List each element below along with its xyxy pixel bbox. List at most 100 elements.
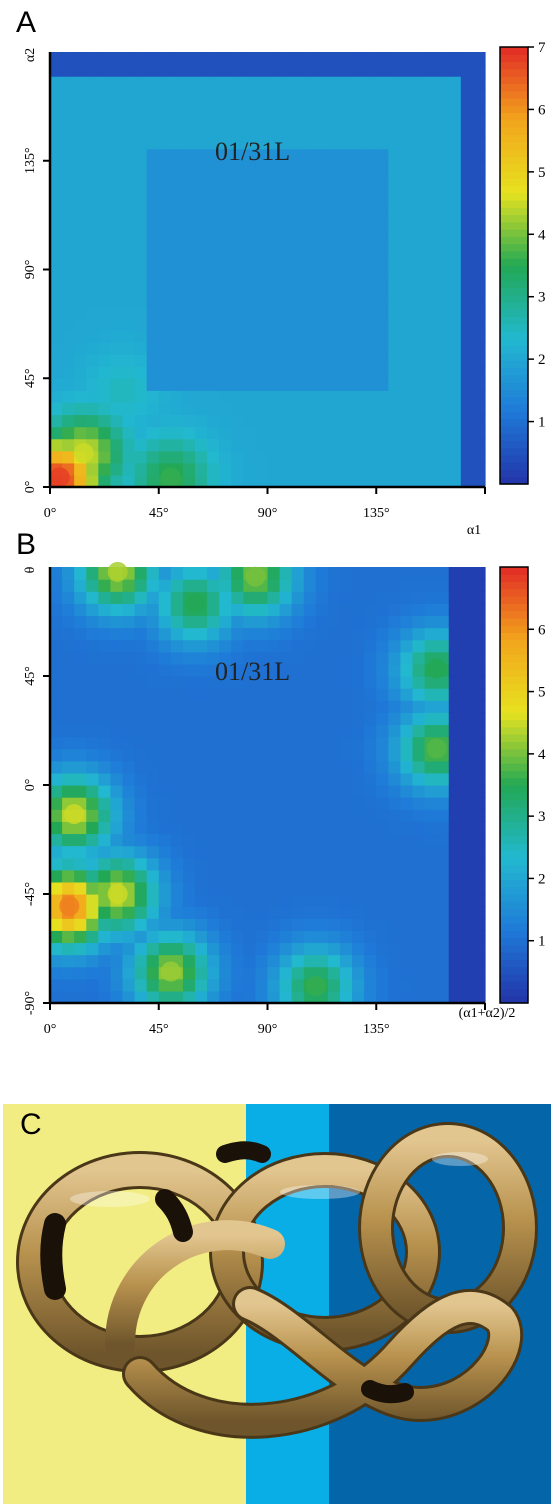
heatmap-cell: [412, 567, 426, 580]
heatmap-cell: [279, 651, 293, 665]
heatmap-cell: [50, 148, 63, 162]
heatmap-cell: [400, 760, 414, 774]
heatmap-cell: [98, 797, 112, 810]
heatmap-cell: [74, 52, 87, 65]
heatmap-cell: [74, 124, 87, 138]
heatmap-cell: [50, 567, 63, 580]
heatmap-cell: [207, 724, 220, 738]
heatmap-cell: [50, 627, 63, 641]
heatmap-cell: [219, 990, 232, 1004]
heatmap-cell: [170, 245, 184, 259]
colorbar-segment: [500, 937, 528, 946]
heatmap-cell: [424, 88, 438, 101]
heatmap-cell: [315, 639, 329, 653]
heatmap-cell: [243, 221, 257, 234]
heatmap-cell: [195, 342, 208, 355]
heatmap-cell: [388, 233, 402, 246]
heatmap-cell: [62, 136, 75, 150]
heatmap-cell: [122, 797, 136, 810]
colorbar-segment: [500, 864, 528, 873]
heatmap-cell: [110, 663, 124, 677]
heatmap-cell: [460, 209, 474, 222]
heatmap-cell: [412, 112, 426, 126]
heatmap-cell: [146, 426, 160, 440]
heatmap-cell: [472, 918, 486, 931]
heatmap-cell: [207, 197, 220, 210]
heatmap-cell: [279, 293, 293, 307]
heatmap-cell: [170, 990, 184, 1004]
heatmap-cell: [448, 966, 462, 980]
heatmap-cell: [448, 736, 462, 750]
heatmap-cell: [352, 615, 365, 629]
heatmap-cell: [255, 160, 269, 174]
heatmap-cell: [98, 293, 112, 307]
heatmap-cell: [472, 978, 486, 992]
heatmap-cell: [62, 821, 75, 835]
heatmap-cell: [62, 160, 75, 174]
heatmap-cell: [158, 809, 172, 822]
heatmap-cell: [364, 414, 377, 428]
heatmap-cell: [279, 52, 293, 65]
heatmap-cell: [158, 64, 172, 77]
heatmap-cell: [219, 281, 232, 295]
heatmap-cell: [231, 797, 244, 810]
heatmap-cell: [315, 785, 329, 798]
heatmap-cell: [62, 124, 75, 138]
heatmap-cell: [303, 688, 317, 701]
heatmap-cell: [400, 906, 414, 919]
heatmap-cell: [231, 567, 244, 580]
heatmap-cell: [376, 881, 389, 895]
heatmap-cell: [424, 845, 438, 859]
heatmap-cell: [424, 426, 438, 440]
heatmap-cell: [207, 797, 220, 810]
heatmap-cell: [448, 293, 462, 307]
heatmap-cell: [219, 221, 232, 234]
heatmap-cell: [62, 772, 75, 786]
heatmap-cell: [400, 603, 414, 617]
heatmap-cell: [472, 676, 486, 689]
heatmap-cell: [219, 450, 232, 464]
heatmap-cell: [50, 712, 63, 726]
heatmap-cell: [340, 688, 353, 701]
heatmap-cell: [472, 821, 486, 835]
heatmap-cell: [315, 317, 329, 331]
heatmap-cell: [352, 148, 365, 162]
heatmap-cell: [243, 414, 257, 428]
heatmap-cell: [243, 378, 257, 391]
heatmap-cell: [134, 378, 148, 391]
heatmap-cell: [195, 329, 208, 343]
heatmap-cell: [207, 233, 220, 246]
heatmap-cell: [195, 627, 208, 641]
heatmap-cell: [146, 821, 160, 835]
heatmap-cell: [74, 390, 87, 404]
heatmap-cell: [98, 869, 112, 883]
heatmap-cell: [352, 736, 365, 750]
heatmap-cell: [400, 990, 414, 1004]
heatmap-cell: [424, 688, 438, 701]
heatmap-cell: [98, 906, 112, 919]
heatmap-cell: [388, 809, 402, 822]
heatmap-cell: [243, 366, 257, 379]
heatmap-cell: [255, 88, 269, 101]
heatmap-cell: [327, 676, 341, 689]
heatmap-cell: [134, 978, 148, 992]
heatmap-cell: [219, 136, 232, 150]
heatmap-cell: [340, 474, 353, 488]
colorbar-segment: [500, 454, 528, 463]
heatmap-cell: [327, 712, 341, 726]
heatmap-cell: [460, 293, 474, 307]
heatmap-cell: [424, 209, 438, 222]
heatmap-cell: [146, 378, 160, 391]
heatmap-cell: [74, 414, 87, 428]
heatmap-cell: [134, 342, 148, 355]
heatmap-cell: [50, 772, 63, 786]
heatmap-cell: [436, 172, 450, 186]
heatmap-cell: [231, 438, 244, 452]
heatmap-cell: [255, 651, 269, 665]
heatmap-cell: [436, 676, 450, 689]
heatmap-cell: [195, 797, 208, 810]
heatmap-cell: [412, 100, 426, 114]
heatmap-cell: [279, 426, 293, 440]
heatmap-cell: [436, 869, 450, 883]
heatmap-cell: [448, 184, 462, 198]
